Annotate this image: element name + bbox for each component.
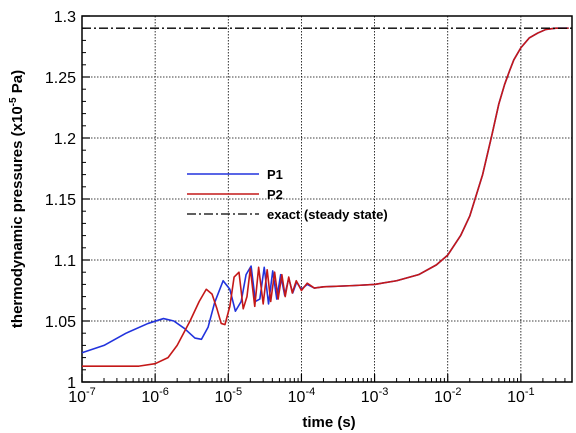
y-tick-label: 1.25 [45,70,76,87]
x-tick-label-base: 10 [68,389,86,406]
x-tick-label-base: 10 [215,389,233,406]
y-tick-label: 1.1 [54,253,76,270]
x-tick-label: 10-2 [434,386,462,406]
x-tick-label: 10-3 [361,386,389,406]
legend: P1 P2 exact (steady state) [187,167,388,222]
x-axis-title: time (s) [302,414,355,431]
y-axis-ticks: 1 1.05 1.1 1.15 1.2 1.25 1.3 [45,9,90,392]
x-tick-label-exp: -2 [452,386,462,398]
x-tick-label-exp: -4 [305,386,315,398]
series-group [81,27,572,367]
series-line [82,27,569,367]
y-tick-label: 1.2 [54,131,76,148]
x-tick-label-exp: -1 [525,386,535,398]
legend-label: P1 [267,167,283,182]
x-tick-label: 10-1 [507,386,535,406]
y-axis-title-unit: Pa) [9,70,26,98]
y-tick-label: 1.3 [54,9,76,26]
x-tick-label: 10-6 [141,386,169,406]
y-tick-label: 1.15 [45,192,76,209]
x-tick-label-exp: -7 [86,386,96,398]
x-tick-label-exp: -5 [232,386,242,398]
grid [81,15,572,383]
x-tick-label-base: 10 [507,389,525,406]
x-axis-ticks: 10-7 10-6 10-5 10-4 10-3 10-2 10-1 [68,374,573,406]
y-axis-title-exp: -5 [8,97,19,106]
x-tick-label-base: 10 [141,389,159,406]
x-tick-label: 10-4 [288,386,316,406]
x-tick-label-base: 10 [361,389,379,406]
y-axis-title: thermodynamic pressures (x10-5 Pa) [8,70,26,328]
y-axis-title-main: thermodynamic pressures (x10 [9,106,26,328]
x-tick-label-base: 10 [434,389,452,406]
x-tick-label-base: 10 [288,389,306,406]
x-tick-label-exp: -6 [159,386,169,398]
legend-label: P2 [267,187,283,202]
legend-label: exact (steady state) [267,207,388,222]
x-tick-label-exp: -3 [379,386,389,398]
x-tick-label: 10-7 [68,386,96,406]
y-tick-label: 1 [67,375,76,392]
y-tick-label: 1.05 [45,314,76,331]
x-tick-label: 10-5 [215,386,243,406]
